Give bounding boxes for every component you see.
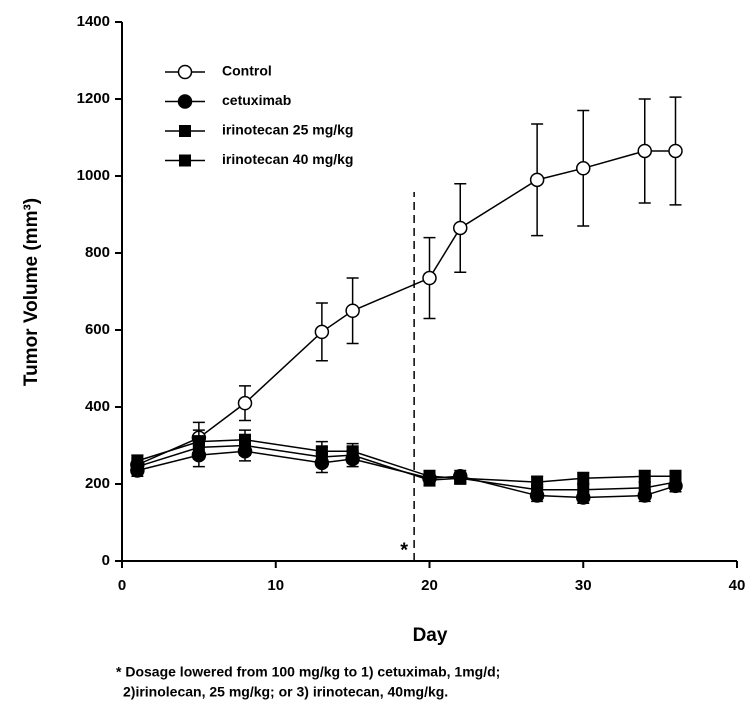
legend-marker (177, 64, 193, 80)
y-tick-label: 600 (85, 321, 110, 338)
y-tick-label: 200 (85, 475, 110, 492)
data-point (638, 470, 651, 483)
legend-marker (177, 94, 193, 109)
y-tick-label: 800 (85, 244, 110, 261)
legend-label: irinotecan 40 mg/kg (222, 151, 353, 167)
series-line (137, 444, 676, 491)
y-tick-label: 1400 (77, 13, 110, 30)
data-point (577, 472, 590, 485)
data-point (423, 470, 436, 483)
legend-marker (179, 125, 191, 137)
y-tick-label: 400 (85, 398, 110, 415)
x-tick-label: 30 (575, 577, 592, 594)
y-tick-label: 1200 (77, 90, 110, 107)
series-line (137, 450, 676, 499)
x-axis-label: Day (413, 625, 448, 646)
data-point (237, 395, 253, 411)
x-tick-label: 20 (421, 577, 438, 594)
data-point (454, 472, 467, 485)
data-point (638, 481, 651, 494)
data-point (422, 270, 437, 286)
legend-label: irinotecan 25 mg/kg (222, 122, 353, 138)
y-tick-label: 1000 (77, 167, 110, 184)
legend-label: Control (222, 63, 272, 79)
legend-marker (179, 154, 191, 167)
data-point (192, 435, 205, 448)
footnote: 2)irinolecan, 25 mg/kg; or 3) irinotecan… (123, 684, 448, 700)
data-point (529, 172, 545, 188)
data-point (576, 161, 591, 176)
data-point (637, 143, 652, 159)
data-point (669, 470, 682, 483)
data-point (668, 143, 683, 159)
x-tick-label: 10 (267, 577, 284, 594)
data-point (346, 445, 359, 458)
data-point (239, 433, 251, 446)
data-point (315, 445, 328, 458)
y-axis-label: Tumor Volume (mm³) (21, 198, 42, 386)
series-line (137, 150, 676, 466)
x-tick-label: 0 (118, 577, 126, 594)
data-point (577, 483, 590, 496)
data-point (453, 220, 468, 236)
data-point (345, 303, 360, 318)
legend-label: cetuximab (222, 92, 291, 108)
data-point (531, 476, 544, 489)
footnote: * Dosage lowered from 100 mg/kg to 1) ce… (116, 664, 500, 680)
data-point (314, 324, 330, 340)
y-tick-label: 0 (102, 552, 110, 569)
dosage-marker: * (400, 539, 408, 561)
x-tick-label: 40 (729, 577, 746, 594)
data-point (131, 454, 144, 467)
